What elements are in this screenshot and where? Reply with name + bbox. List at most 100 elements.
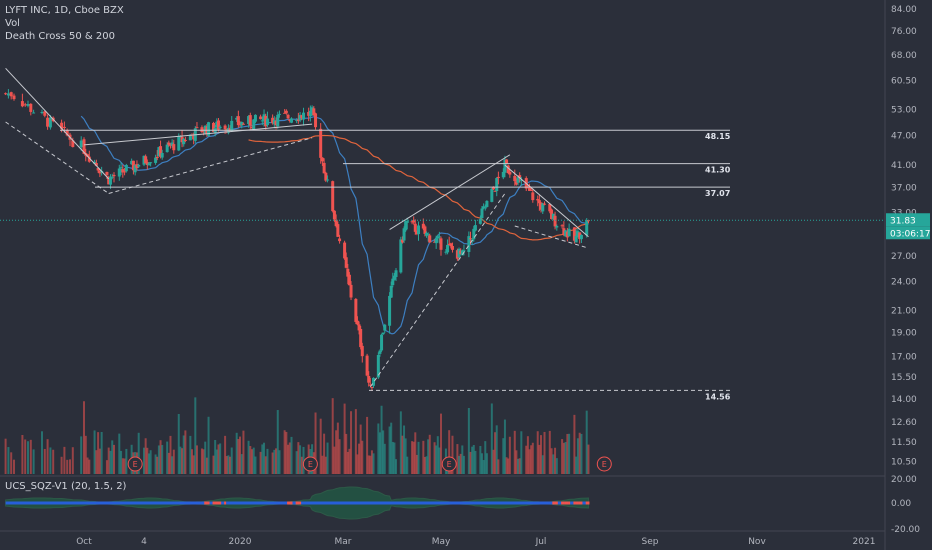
candle-body [200,127,204,133]
volume-bar [461,445,464,474]
volume-bar [159,440,162,474]
candle-body [124,164,128,172]
volume-bar [254,456,257,474]
ma200-line [248,134,589,241]
candle-body [437,236,441,238]
candle-body [380,334,384,351]
candle-body [312,108,316,116]
strategy-label[interactable]: Death Cross 50 & 200 [5,31,115,42]
volume-bar [29,439,32,474]
candle-body [119,167,123,169]
y-tick-label: 11.50 [891,438,917,448]
squeeze-dot [224,501,227,505]
volume-bar [191,449,193,474]
volume-bar [21,435,24,474]
candle-body [12,95,16,100]
volume-bar [573,414,576,474]
candle-body [23,104,27,106]
x-tick-label: Jul [535,537,547,547]
candle-body [223,125,227,130]
volume-bar [548,430,551,474]
symbol-title[interactable]: LYFT INC, 1D, Cboe BZX [5,5,124,16]
candle-body [503,159,507,173]
squeeze-dot [575,501,578,505]
volume-bar [227,455,230,474]
candle-body [413,223,417,232]
trendline [504,164,589,238]
volume-bar [93,430,96,474]
candle-body [154,157,158,163]
candle-body [359,328,363,348]
volume-bar [247,440,250,474]
x-tick-label: 2020 [229,537,252,547]
squeeze-dot [568,501,571,505]
volume-bar [204,441,207,474]
candle-body [383,324,387,331]
volume-bar [98,448,101,474]
volume-bar [215,449,218,474]
candle-body [505,159,509,164]
candle-body [372,377,376,386]
volume-bar [149,450,152,474]
candle-body [360,345,364,357]
earnings-marker [127,456,143,472]
volume-bar [543,431,546,474]
candle-body [264,115,268,127]
squeeze-dot [217,501,220,505]
candle-body [147,163,151,166]
candle-body [218,126,222,129]
candle-body [133,165,137,173]
candle-body [365,355,369,376]
candle-body [579,235,583,240]
volume-bar [585,410,588,474]
squeeze-dot [212,501,215,505]
x-tick-label: 2021 [853,537,876,547]
candle-body [165,144,169,153]
volume-bar [423,457,426,474]
volume-bar [266,448,269,474]
candle-body [284,110,288,114]
y-tick-label: 53.00 [891,105,917,115]
volume-bar [154,454,157,474]
indicator-label[interactable]: UCS_SQZ-V1 (20, 1.5, 2) [5,481,127,492]
candle-body [310,107,314,113]
volume-bar [52,449,55,474]
candle-body [155,156,159,158]
volume-bar [123,458,126,474]
volume-bar [205,457,208,474]
candle-body [394,270,398,277]
volume-bar [161,445,164,474]
volume-bar [518,458,521,474]
volume-bar [120,450,123,474]
candle-body [428,235,432,243]
volume-bar [578,432,581,474]
earnings-marker [441,456,457,472]
volume-bar [144,438,147,474]
current-price-label: 31.83 [890,216,916,226]
volume-bar [391,441,394,474]
earnings-label: E [133,460,138,469]
volume-bar [230,447,233,474]
volume-bar [172,449,175,474]
candle-body [6,93,10,96]
volume-bar [520,431,523,474]
volume-label[interactable]: Vol [5,18,20,29]
volume-bar [531,442,534,474]
volume-bar [458,455,461,474]
candle-body [485,200,489,207]
squeeze-dot [290,501,293,505]
volume-bar [541,455,544,474]
volume-bar [171,456,174,474]
volume-bar [576,438,579,474]
volume-bar [261,444,264,474]
volume-bar [177,413,180,474]
candle-body [478,219,482,224]
squeeze-dot [573,501,576,505]
squeeze-dot [587,501,590,505]
candle-body [271,117,275,124]
candle-body [121,169,125,173]
countdown-label: 03:06:17 [890,229,930,239]
volume-bar [80,436,83,474]
volume-bar [229,456,232,474]
